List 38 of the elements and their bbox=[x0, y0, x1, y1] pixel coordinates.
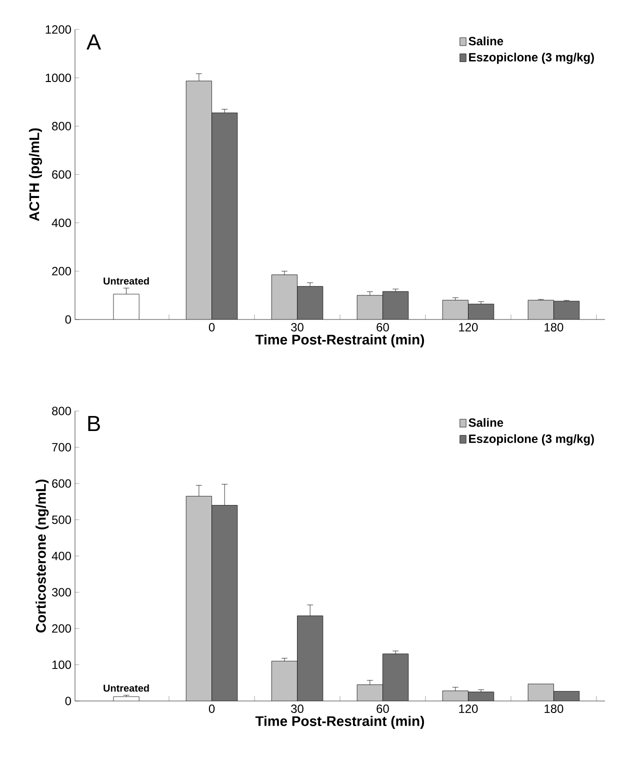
y-tick-label: 500 bbox=[52, 516, 72, 524]
y-axis-title: ACTH (pg/mL) bbox=[28, 128, 42, 222]
x-tick-label: 0 bbox=[208, 704, 215, 713]
chart-title: B bbox=[88, 416, 100, 432]
chart-title: A bbox=[86, 34, 102, 50]
x-tick-label: 180 bbox=[544, 323, 564, 332]
x-tick-label: 30 bbox=[291, 704, 304, 713]
y-tick-label: 800 bbox=[52, 122, 72, 130]
y-tick-label: 200 bbox=[52, 624, 72, 633]
x-axis-title: Time Post-Restraint (min) bbox=[255, 716, 424, 729]
y-tick-label: 0 bbox=[65, 315, 72, 324]
y-tick-label: 100 bbox=[52, 660, 72, 669]
y-tick-label: 1200 bbox=[46, 25, 72, 34]
y-tick-label: 400 bbox=[52, 552, 72, 560]
y-tick-label: 200 bbox=[52, 266, 72, 276]
legend-label: Eszopiclone (3 mg/kg) bbox=[469, 52, 594, 64]
y-tick-label: 800 bbox=[52, 406, 72, 416]
x-tick-label: 120 bbox=[459, 704, 478, 713]
legend-label: Saline bbox=[468, 36, 504, 46]
x-tick-label: 120 bbox=[459, 323, 478, 332]
x-tick-label: 0 bbox=[208, 323, 215, 332]
series-label: Untreated bbox=[104, 277, 149, 285]
y-tick-label: 0 bbox=[65, 696, 72, 706]
y-tick-label: 1000 bbox=[46, 74, 72, 82]
series-label: Untreated bbox=[104, 684, 149, 692]
y-tick-label: 600 bbox=[52, 170, 72, 179]
y-tick-label: 300 bbox=[52, 588, 72, 596]
x-tick-label: 60 bbox=[376, 323, 389, 332]
y-tick-label: 700 bbox=[52, 443, 72, 452]
legend-label: Saline bbox=[468, 418, 504, 427]
y-tick-label: 600 bbox=[52, 479, 72, 488]
y-axis-title: Corticosterone (ng/mL) bbox=[36, 480, 49, 633]
x-axis-title: Time Post-Restraint (min) bbox=[255, 334, 424, 348]
x-tick-label: 60 bbox=[376, 704, 389, 713]
x-tick-label: 180 bbox=[544, 704, 564, 713]
legend-label: Eszopiclone (3 mg/kg) bbox=[469, 434, 594, 446]
y-tick-label: 400 bbox=[52, 218, 72, 228]
x-tick-label: 30 bbox=[291, 323, 304, 332]
